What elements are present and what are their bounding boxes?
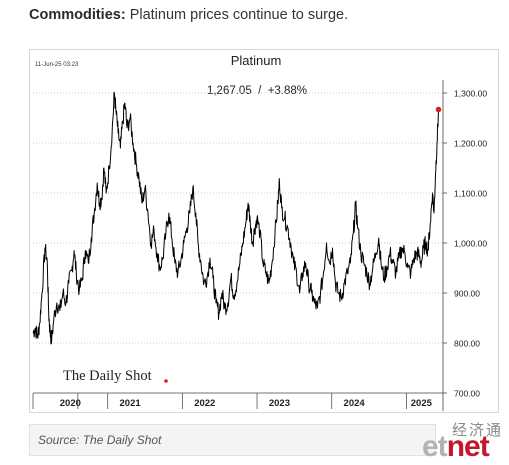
- chart-frame: [29, 49, 499, 413]
- y-tick-label: 1,100.00: [454, 189, 487, 199]
- source-box: Source: The Daily Shot: [29, 424, 436, 456]
- etnet-watermark-logo: etnet: [422, 430, 490, 463]
- etnet-watermark-chinese: 经济通: [452, 421, 504, 439]
- daily-shot-logo-dot: [164, 379, 168, 383]
- x-tick-label: 2020: [60, 398, 81, 409]
- headline-label: Commodities:: [29, 7, 126, 23]
- headline-text: Platinum prices continue to surge.: [125, 7, 349, 23]
- etnet-logo-net: net: [446, 430, 490, 463]
- y-tick-label: 1,300.00: [454, 89, 487, 99]
- x-tick-label: 2023: [269, 398, 290, 409]
- y-tick-label: 900.00: [454, 289, 480, 299]
- price-line: [32, 91, 439, 345]
- y-tick-label: 800.00: [454, 339, 480, 349]
- y-tick-label: 1,200.00: [454, 139, 487, 149]
- y-tick-label: 700.00: [454, 389, 480, 399]
- x-tick-label: 2025: [411, 398, 433, 409]
- x-tick-label: 2022: [194, 398, 215, 409]
- chart-title: Platinum: [231, 53, 282, 68]
- gridlines: [33, 92, 443, 344]
- headline: Commodities: Platinum prices continue to…: [29, 7, 348, 23]
- chart-subtitle: 1,267.05 / +3.88%: [207, 85, 307, 97]
- x-tick-label: 2021: [120, 398, 142, 409]
- chart-date-stamp: 11-Jun-25 03:23: [35, 62, 79, 68]
- source-text: Source: The Daily Shot: [38, 433, 162, 447]
- axes: 700.00 800.00 900.00 1,000.00 1,100.00 1,200.…: [32, 80, 487, 411]
- x-tick-label: 2024: [344, 398, 366, 409]
- y-tick-label: 1,000.00: [454, 239, 487, 249]
- etnet-logo-et: et: [422, 430, 448, 463]
- daily-shot-logo: The Daily Shot: [63, 368, 152, 384]
- series-layer: [32, 91, 442, 345]
- last-price-marker: [435, 106, 442, 113]
